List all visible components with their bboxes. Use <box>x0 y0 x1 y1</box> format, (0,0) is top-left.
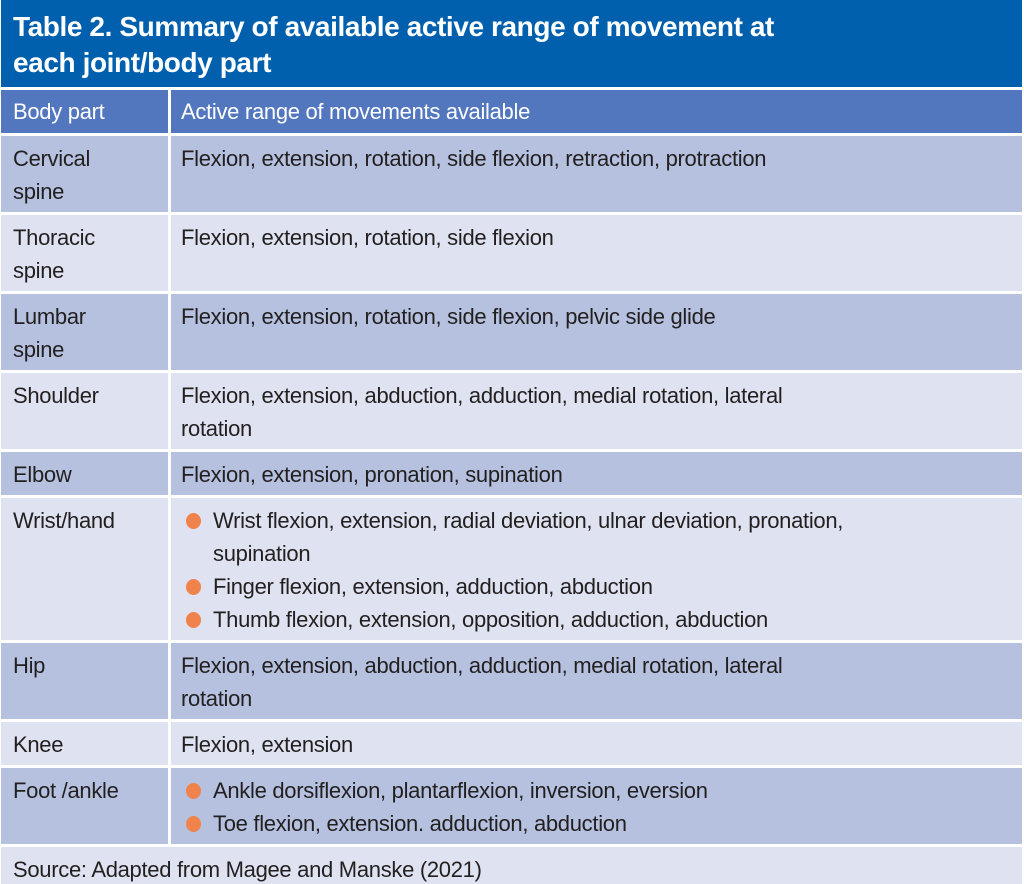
body-part-label-line: Hip <box>13 653 46 678</box>
movement-item: Flexion, extension, abduction, adduction… <box>181 649 1010 715</box>
movement-text-line: Flexion, extension, rotation, side flexi… <box>181 304 716 329</box>
body-part-label-line: Wrist/hand <box>13 508 115 533</box>
movement-text-line: Flexion, extension <box>181 732 353 757</box>
bullet-icon <box>186 816 201 832</box>
movements-cell: Wrist flexion, extension, radial deviati… <box>171 498 1022 640</box>
movement-text-line: Ankle dorsiflexion, plantarflexion, inve… <box>213 778 708 803</box>
movement-text: Flexion, extension, abduction, adduction… <box>181 649 1010 715</box>
table-row: Thoracic spine Flexion, extension, rotatio… <box>1 215 1022 294</box>
table-row: Elbow Flexion, extension, pronation, supi… <box>1 452 1022 498</box>
movement-text-line: Toe flexion, extension. adduction, abduc… <box>213 811 627 836</box>
table-row: Wrist/hand Wrist flexion, extension, radi… <box>1 498 1022 643</box>
bullet-icon <box>186 612 201 628</box>
body-part-label-line: Cervical <box>13 146 91 171</box>
movement-text-line: Thumb flexion, extension, opposition, ad… <box>213 607 768 632</box>
movements-cell: Ankle dorsiflexion, plantarflexion, inve… <box>171 768 1022 844</box>
movements-cell: Flexion, extension, rotation, side flexi… <box>171 136 1022 212</box>
table-row: Foot /ankle Ankle dorsiflexion, plantarfl… <box>1 768 1022 847</box>
movement-text-line: rotation <box>181 686 252 711</box>
table-row: Hip Flexion, extension, abduction, adduct… <box>1 643 1022 722</box>
movement-item: Thumb flexion, extension, opposition, ad… <box>181 603 1010 636</box>
movement-item: Wrist flexion, extension, radial deviati… <box>181 504 1010 570</box>
body-part-cell: Cervical spine <box>1 136 171 212</box>
movements-cell: Flexion, extension <box>171 722 1022 765</box>
movement-item: Flexion, extension, rotation, side flexi… <box>181 221 1010 254</box>
movement-item: Finger flexion, extension, adduction, ab… <box>181 570 1010 603</box>
movement-item: Flexion, extension, abduction, adduction… <box>181 379 1010 445</box>
body-part-label-line: Knee <box>13 732 64 757</box>
body-part-cell: Lumbar spine <box>1 294 171 370</box>
bullet-icon <box>186 783 201 799</box>
table-row: Lumbar spine Flexion, extension, rotation,… <box>1 294 1022 373</box>
movement-text-line: supination <box>213 541 311 566</box>
table-row: Cervical spine Flexion, extension, rotatio… <box>1 136 1022 215</box>
movement-item: Flexion, extension, rotation, side flexi… <box>181 300 1010 333</box>
movements-cell: Flexion, extension, abduction, adduction… <box>171 373 1022 449</box>
bullet-icon <box>186 513 201 529</box>
header-movements: Active range of movements available <box>181 98 531 124</box>
movement-text: Toe flexion, extension. adduction, abduc… <box>213 807 1010 840</box>
table-title-line-2: each joint/body part <box>13 47 272 78</box>
movements-cell: Flexion, extension, rotation, side flexi… <box>171 294 1022 370</box>
body-part-label-line: spine <box>13 179 65 204</box>
movement-text-line: Finger flexion, extension, adduction, ab… <box>213 574 653 599</box>
body-part-cell: Knee <box>1 722 171 765</box>
body-part-label-line: Elbow <box>13 462 72 487</box>
body-part-label-line: Shoulder <box>13 383 99 408</box>
movement-text: Flexion, extension, rotation, side flexi… <box>181 221 1010 254</box>
table-title: Table 2. Summary of available active ran… <box>1 0 1022 90</box>
movement-text-line: Wrist flexion, extension, radial deviati… <box>213 508 844 533</box>
movement-text: Flexion, extension, rotation, side flexi… <box>181 300 1010 333</box>
movement-item: Flexion, extension <box>181 728 1010 761</box>
movement-text-line: Flexion, extension, pronation, supinatio… <box>181 462 563 487</box>
movements-cell: Flexion, extension, abduction, adduction… <box>171 643 1022 719</box>
movement-text: Flexion, extension, pronation, supinatio… <box>181 458 1010 491</box>
movement-text: Finger flexion, extension, adduction, ab… <box>213 570 1010 603</box>
body-part-label-line: Foot /ankle <box>13 778 119 803</box>
movement-text-line: Flexion, extension, rotation, side flexi… <box>181 146 767 171</box>
body-part-label-line: Thoracic <box>13 225 95 250</box>
body-part-cell: Foot /ankle <box>1 768 171 844</box>
movement-text-line: Flexion, extension, rotation, side flexi… <box>181 225 554 250</box>
body-part-cell: Hip <box>1 643 171 719</box>
movement-text: Ankle dorsiflexion, plantarflexion, inve… <box>213 774 1010 807</box>
movement-text-line: rotation <box>181 416 252 441</box>
bullet-icon <box>186 579 201 595</box>
header-body-part: Body part <box>1 90 171 133</box>
movement-item: Flexion, extension, pronation, supinatio… <box>181 458 1010 491</box>
movement-text-line: Flexion, extension, abduction, adduction… <box>181 653 783 678</box>
table-rows: Cervical spine Flexion, extension, rotatio… <box>1 136 1022 847</box>
body-part-cell: Thoracic spine <box>1 215 171 291</box>
table-row: Shoulder Flexion, extension, abduction, a… <box>1 373 1022 452</box>
body-part-label-line: spine <box>13 337 65 362</box>
movement-item: Flexion, extension, rotation, side flexi… <box>181 142 1010 175</box>
movement-text: Thumb flexion, extension, opposition, ad… <box>213 603 1010 636</box>
movement-text: Flexion, extension <box>181 728 1010 761</box>
body-part-cell: Wrist/hand <box>1 498 171 640</box>
movement-text-line: Flexion, extension, abduction, adduction… <box>181 383 783 408</box>
movements-cell: Flexion, extension, pronation, supinatio… <box>171 452 1022 495</box>
table-title-line-1: Table 2. Summary of available active ran… <box>13 11 774 42</box>
movement-item: Toe flexion, extension. adduction, abduc… <box>181 807 1010 840</box>
source-note: Source: Adapted from Magee and Manske (2… <box>1 847 1022 884</box>
movement-text: Wrist flexion, extension, radial deviati… <box>213 504 1010 570</box>
body-part-label-line: spine <box>13 258 65 283</box>
body-part-cell: Elbow <box>1 452 171 495</box>
body-part-cell: Shoulder <box>1 373 171 449</box>
table-header-row: Body part Active range of movements avai… <box>1 90 1022 136</box>
movement-text: Flexion, extension, abduction, adduction… <box>181 379 1010 445</box>
body-part-label-line: Lumbar <box>13 304 86 329</box>
table-row: Knee Flexion, extension <box>1 722 1022 768</box>
movements-cell: Flexion, extension, rotation, side flexi… <box>171 215 1022 291</box>
movement-text: Flexion, extension, rotation, side flexi… <box>181 142 1010 175</box>
movement-item: Ankle dorsiflexion, plantarflexion, inve… <box>181 774 1010 807</box>
